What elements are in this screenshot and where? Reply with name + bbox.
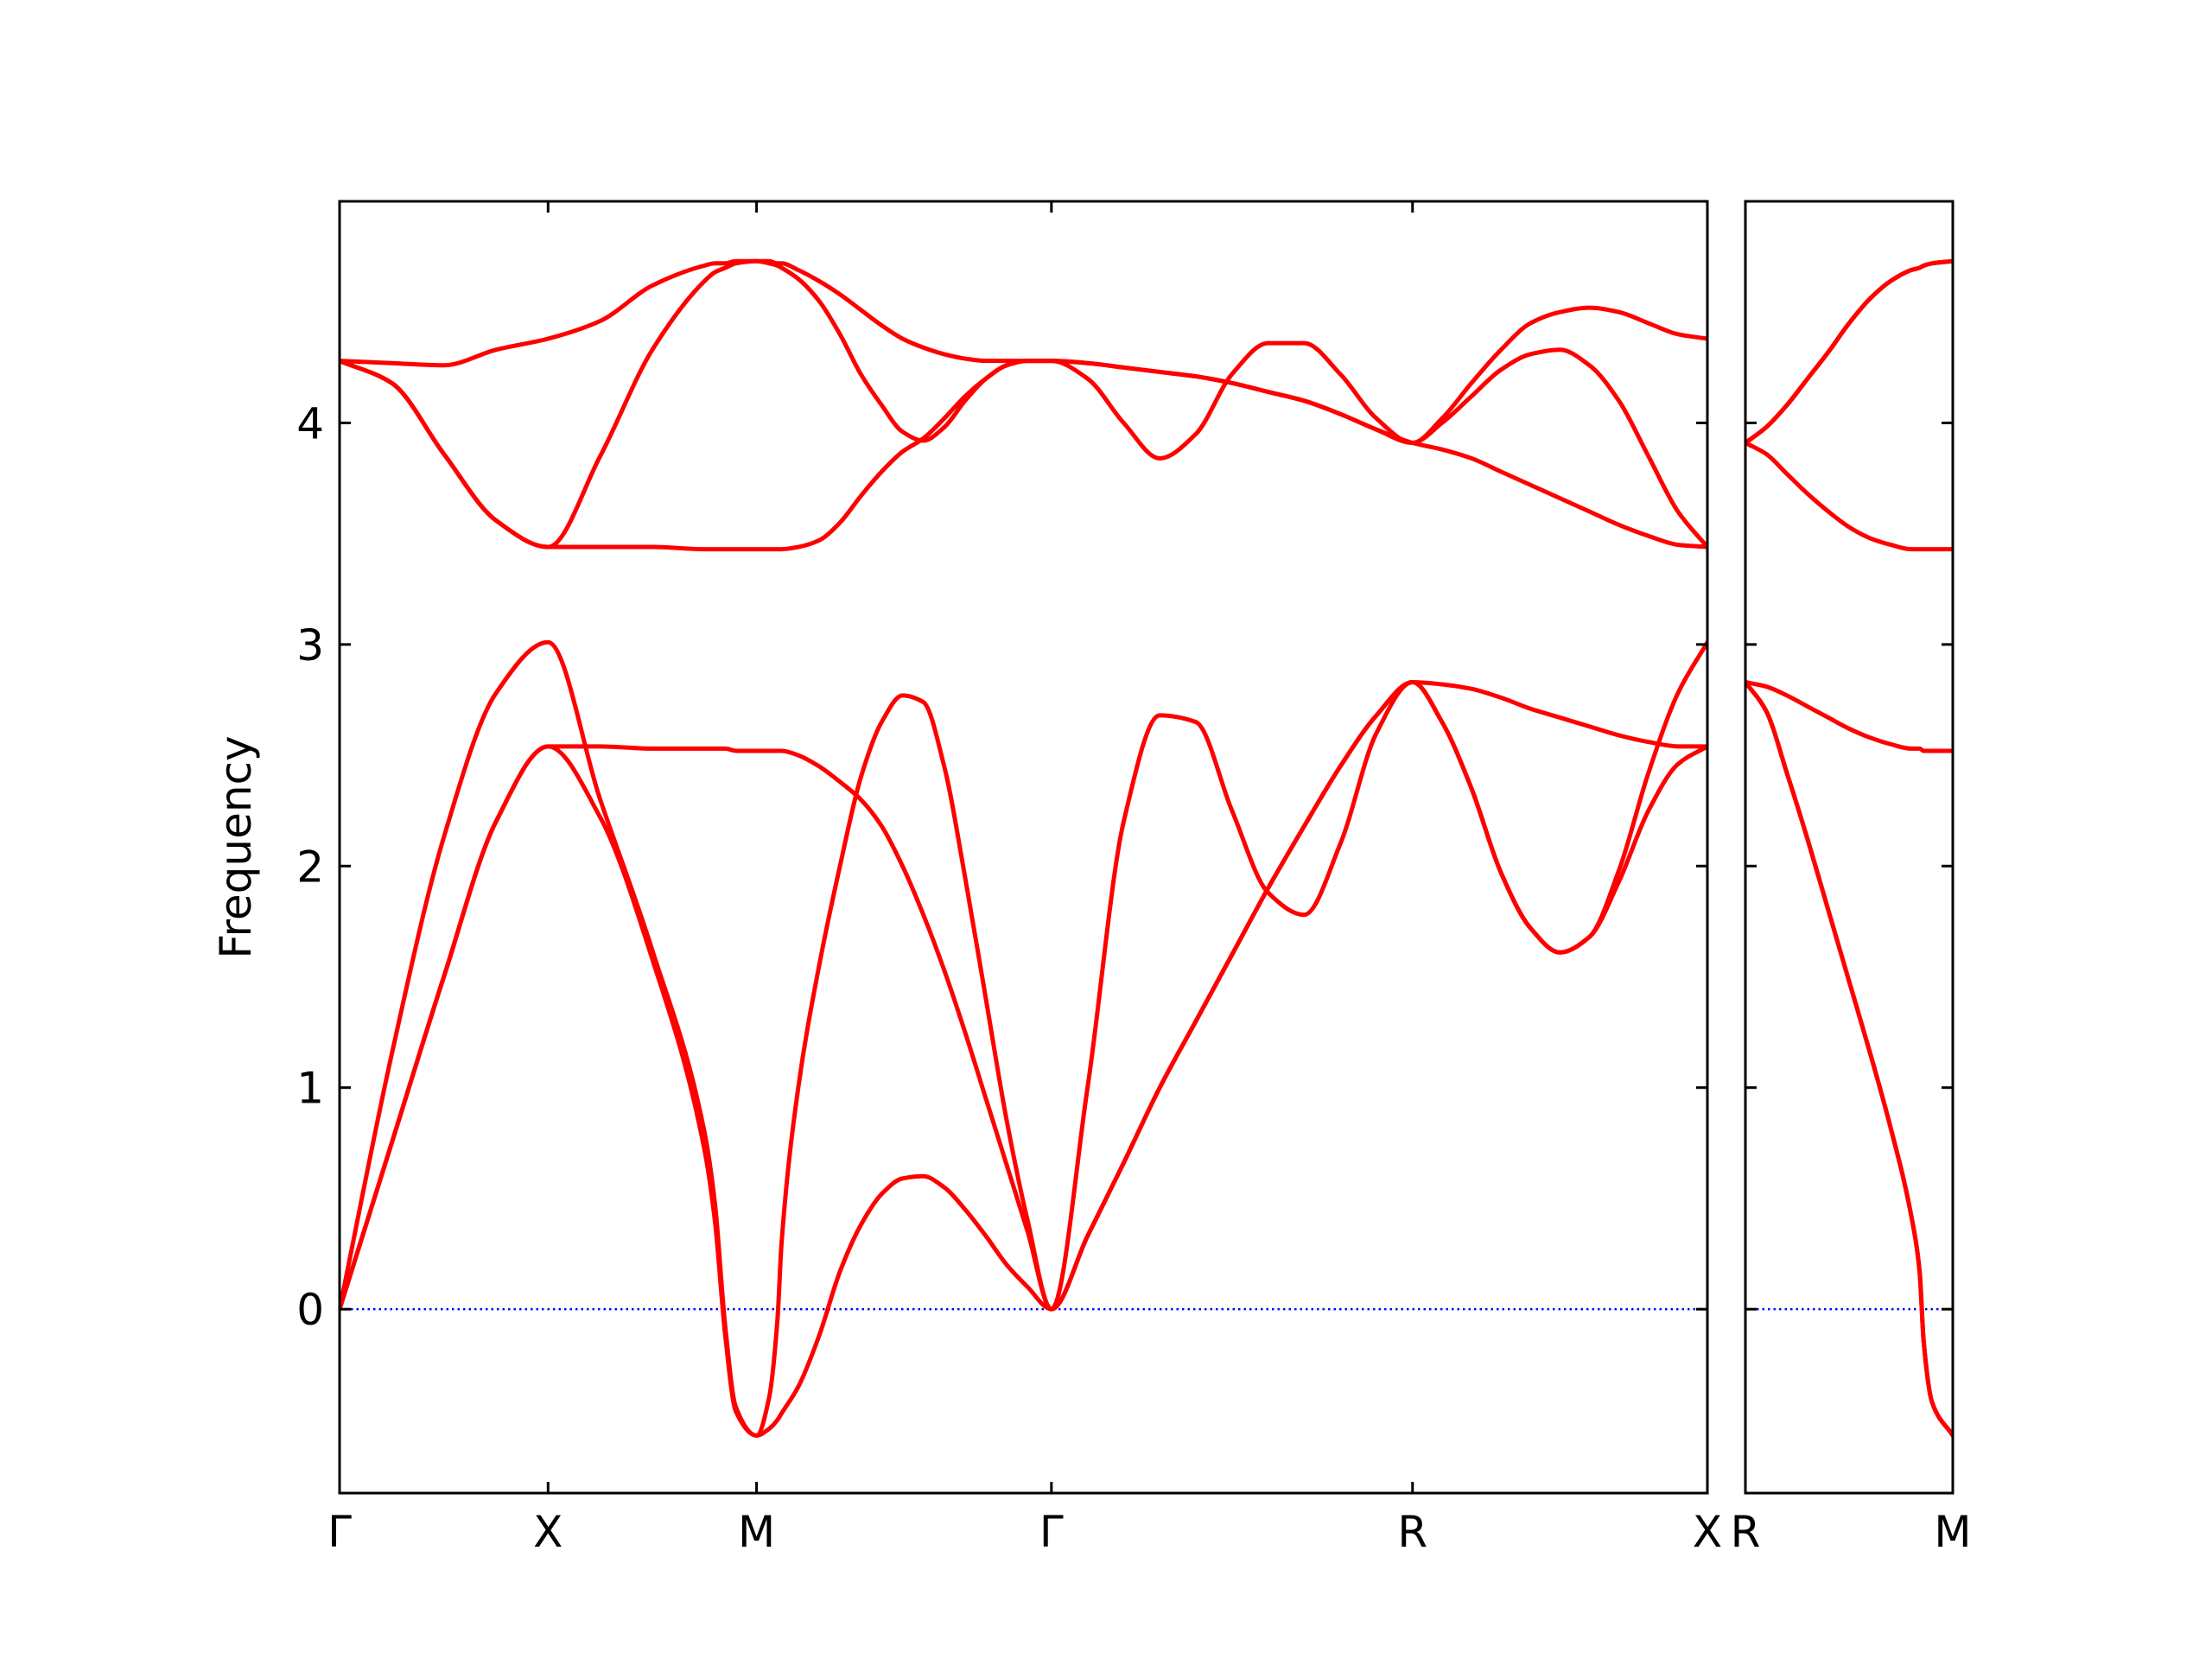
x-tick-label: X xyxy=(533,1507,563,1557)
y-axis-label: Frequency xyxy=(211,735,261,958)
band-line xyxy=(1745,441,1953,552)
bands xyxy=(340,258,1707,1438)
y-tick-label: 4 xyxy=(296,398,324,448)
y-tick-label: 3 xyxy=(296,620,324,671)
plot-frame xyxy=(1744,200,1955,1495)
x-tick-label: M xyxy=(1934,1507,1971,1557)
x-tick-label: X xyxy=(1693,1507,1722,1557)
x-tick-label: Γ xyxy=(1039,1507,1064,1557)
y-tick-label: 2 xyxy=(296,842,324,892)
x-tick-label: Γ xyxy=(327,1507,352,1557)
x-tick-label: R xyxy=(1731,1507,1761,1557)
band-line xyxy=(340,639,1707,1438)
band-line xyxy=(1745,679,1953,1438)
x-tick-label: M xyxy=(738,1507,775,1557)
band-line xyxy=(1745,679,1953,753)
band-line xyxy=(340,679,1707,1312)
bands xyxy=(1745,258,1953,1438)
band-line xyxy=(340,258,1707,461)
plot-frame xyxy=(338,200,1709,1495)
band-line xyxy=(340,359,1707,552)
y-tick-label: 1 xyxy=(296,1064,324,1114)
band-line xyxy=(1745,258,1953,446)
band-line xyxy=(340,258,1707,550)
y-tick-label: 0 xyxy=(296,1285,324,1335)
x-tick-label: R xyxy=(1397,1507,1427,1557)
